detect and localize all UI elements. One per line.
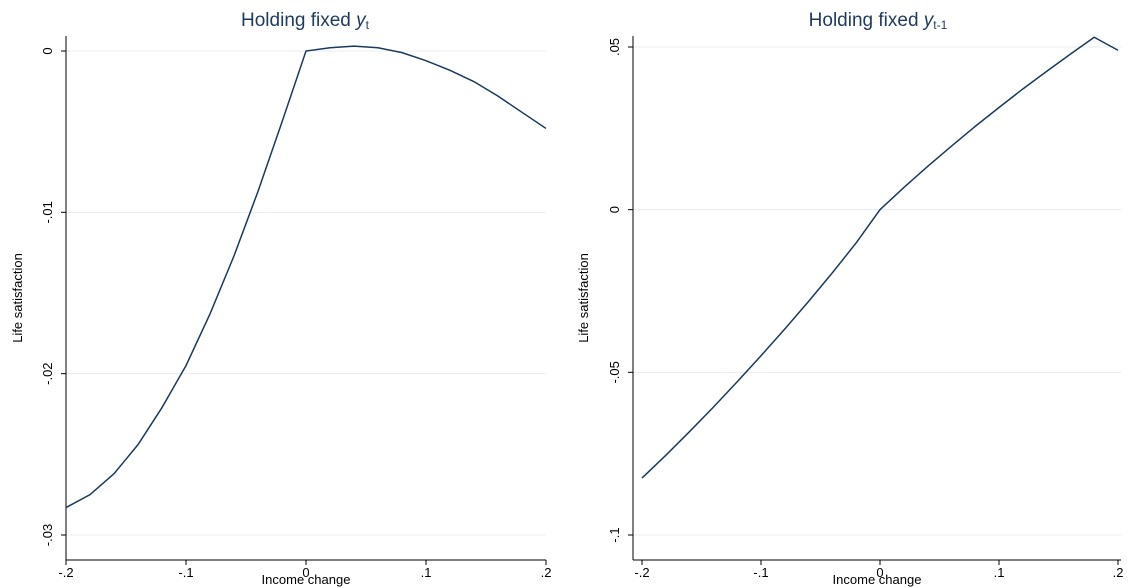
- chart-panel-right: -.1 -.05 0 .05 -.2 -.1 0 .1 .2 Income change Life …: [565, 0, 1129, 588]
- series-line-0: [641, 36, 1119, 479]
- y-tick-label: -.01: [40, 201, 55, 223]
- x-tick-label: .2: [1113, 565, 1124, 580]
- series-line-0: [65, 45, 547, 509]
- x-tick-label: 0: [302, 565, 309, 580]
- chart-panel-left: -.03 -.02 -.01 0 -.2 -.1 0 .1 .2 Income change Lif…: [10, 10, 552, 587]
- chart-title: Holding fixed yt-1: [809, 10, 948, 32]
- x-tick-label: .2: [541, 565, 552, 580]
- chart-title-main: Holding fixed: [241, 10, 356, 31]
- chart-title-var: y: [922, 10, 935, 31]
- chart-right-svg: -.1 -.05 0 .05 -.2 -.1 0 .1 .2 Income change Life …: [576, 10, 1124, 587]
- y-tick-label: -.1: [607, 527, 622, 542]
- y-tick-label: -.03: [40, 524, 55, 546]
- y-tick-label: .05: [607, 38, 622, 56]
- x-axis-label: Income change: [833, 572, 922, 587]
- x-tick-label: 0: [876, 565, 883, 580]
- chart-title-var: y: [354, 10, 367, 31]
- y-axis-label: Life satisfaction: [10, 253, 25, 343]
- x-tick-label: -.2: [634, 565, 649, 580]
- y-tick-label: -.05: [607, 361, 622, 383]
- x-tick-label: .1: [994, 565, 1005, 580]
- x-tick-label: -.2: [58, 565, 73, 580]
- chart-title-sub: t-1: [933, 18, 947, 32]
- y-tick-label: -.02: [40, 362, 55, 384]
- x-tick-label: .1: [421, 565, 432, 580]
- chart-left-svg: -.03 -.02 -.01 0 -.2 -.1 0 .1 .2 Income change Lif…: [10, 10, 552, 587]
- y-axis-label: Life satisfaction: [576, 253, 591, 343]
- chart-title-sub: t: [366, 18, 370, 32]
- chart-title-main: Holding fixed: [809, 10, 924, 31]
- x-tick-label: -.1: [753, 565, 768, 580]
- chart-title: Holding fixed yt: [241, 10, 370, 32]
- y-tick-label: 0: [607, 206, 622, 213]
- y-tick-label: 0: [40, 47, 55, 54]
- x-axis-label: Income change: [262, 572, 351, 587]
- x-tick-label: -.1: [178, 565, 193, 580]
